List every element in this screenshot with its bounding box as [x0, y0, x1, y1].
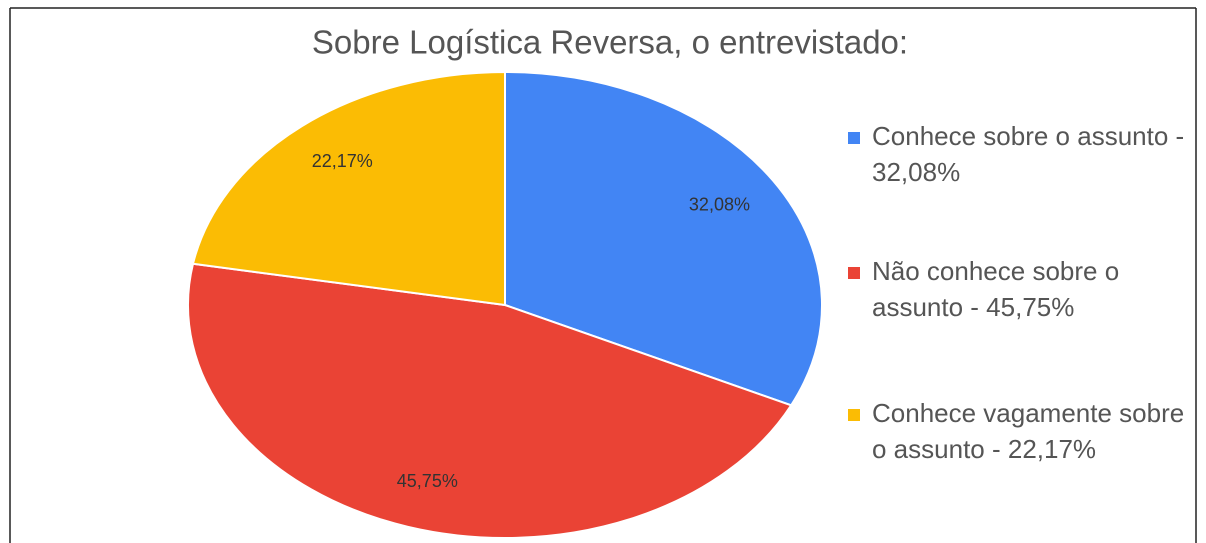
data-label: 45,75% [397, 471, 458, 491]
data-label: 32,08% [689, 194, 750, 214]
legend-swatch [848, 132, 860, 144]
pie-slice [504, 70, 823, 407]
legend-swatch [848, 267, 860, 279]
legend-label: Conhece sobre o assunto - 32,08% [872, 121, 1191, 187]
chart-title: Sobre Logística Reversa, o entrevistado: [312, 24, 908, 61]
legend-label: Não conhece sobre o assunto - 45,75% [872, 256, 1126, 322]
legend-swatch [848, 409, 860, 421]
data-label: 22,17% [312, 151, 373, 171]
legend-label: Conhece vagamente sobre o assunto - 22,1… [872, 398, 1191, 464]
pie-slice [191, 70, 506, 307]
pie-slice [187, 262, 793, 539]
